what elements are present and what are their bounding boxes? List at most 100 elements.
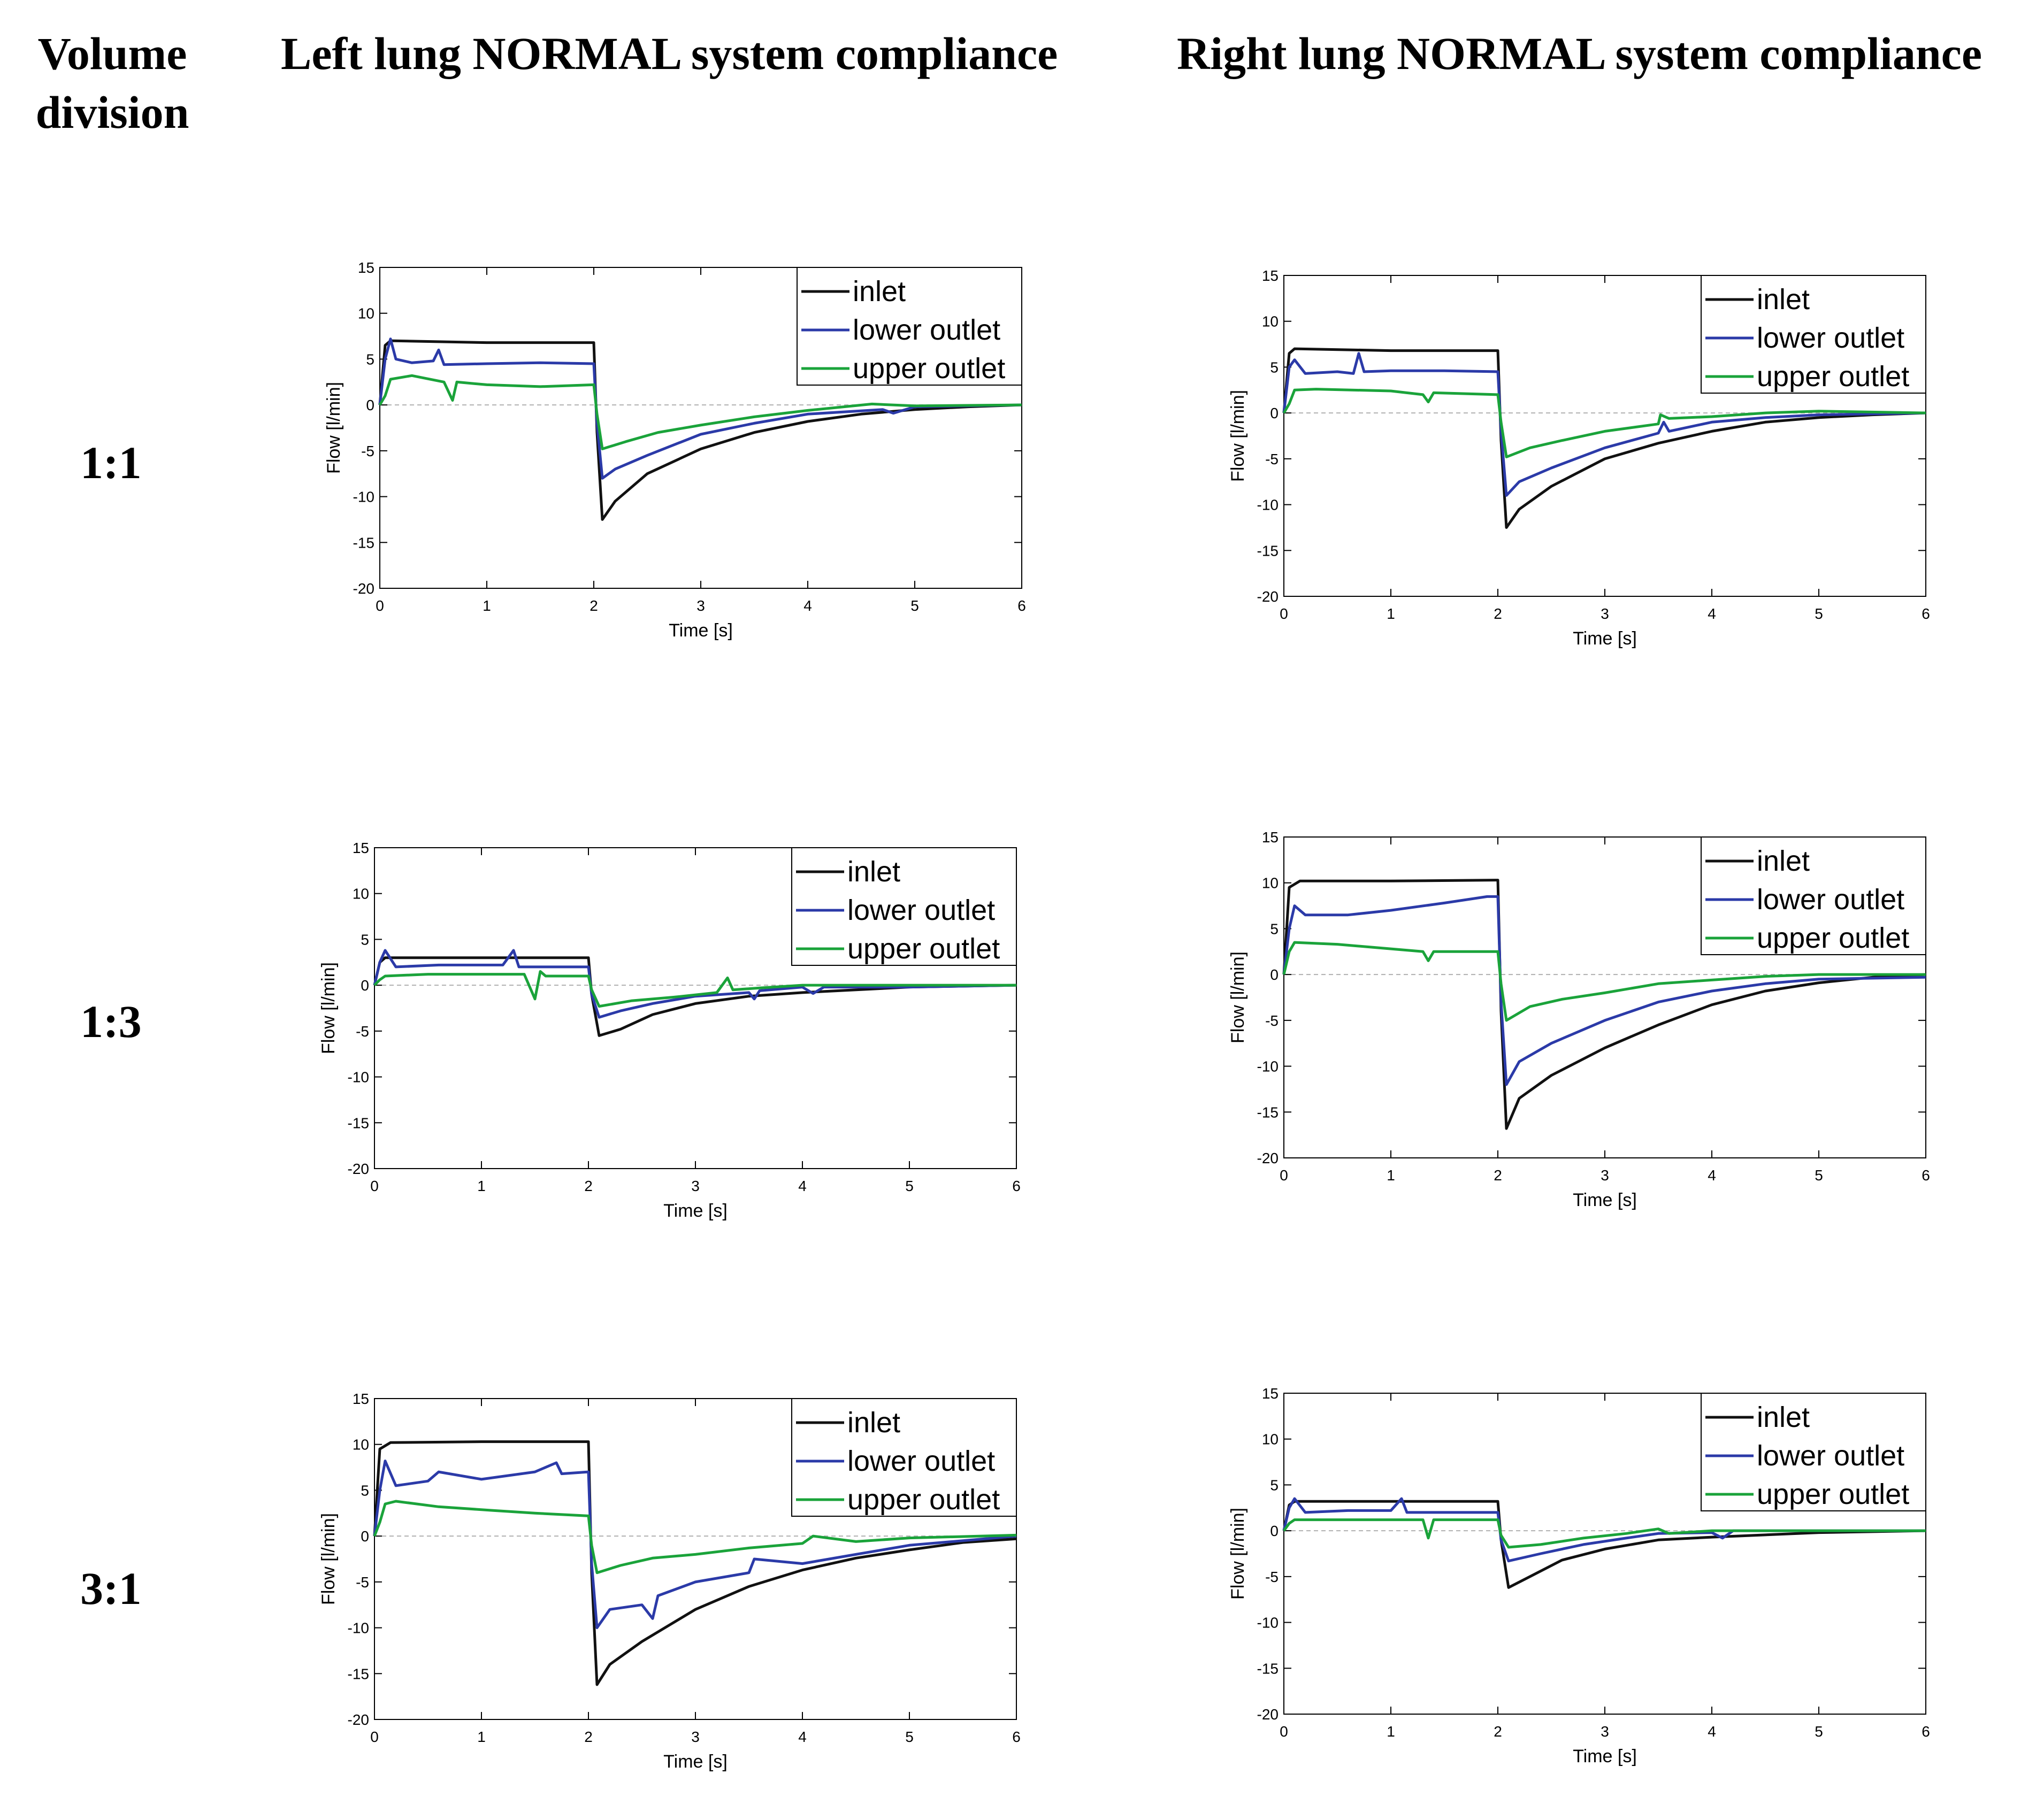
series-line-upper-outlet	[373, 970, 1016, 1008]
y-tick-label: 15	[353, 1391, 369, 1407]
x-tick-label: 1	[1387, 605, 1395, 622]
x-tick-label: 1	[483, 597, 491, 614]
series-line-upper-outlet	[378, 374, 1022, 450]
x-tick-label: 2	[1494, 1167, 1502, 1184]
x-tick-label: 1	[477, 1178, 486, 1194]
y-tick-label: -20	[1257, 588, 1279, 605]
x-tick-label: 4	[1708, 1723, 1716, 1740]
header-left-lung: Left lung NORMAL system compliance	[281, 28, 1058, 79]
legend-box	[797, 267, 1022, 386]
x-tick-label: 6	[1922, 605, 1930, 622]
y-tick-label: -5	[356, 1574, 369, 1591]
legend-label: lower outlet	[1757, 1440, 1904, 1472]
series-line-inlet	[373, 1440, 1017, 1686]
x-tick-label: 5	[905, 1178, 914, 1194]
legend-box	[1701, 275, 1926, 394]
x-tick-label: 4	[798, 1729, 807, 1745]
row-label-1-1: 1:1	[80, 437, 142, 488]
y-tick-label: -10	[1257, 497, 1279, 513]
x-tick-label: 0	[376, 597, 384, 614]
y-tick-label: -20	[1257, 1706, 1279, 1723]
y-tick-label: 10	[353, 886, 369, 902]
x-tick-label: 0	[1280, 1167, 1288, 1184]
y-tick-label: 10	[1262, 875, 1279, 892]
x-tick-label: 2	[584, 1178, 593, 1194]
y-tick-label: -5	[1265, 1569, 1279, 1585]
legend-label: upper outlet	[1757, 1478, 1909, 1510]
series-line-inlet	[1282, 879, 1926, 1130]
x-tick-label: 3	[1601, 605, 1609, 622]
x-axis-label: Time [s]	[1573, 628, 1637, 649]
series-line-upper-outlet	[1282, 941, 1926, 1022]
y-tick-label: 10	[1262, 1431, 1279, 1448]
x-tick-label: 2	[1494, 605, 1502, 622]
row-label-3-1: 3:1	[80, 1563, 142, 1614]
x-axis-label: Time [s]	[1573, 1190, 1637, 1210]
y-tick-label: -5	[361, 443, 374, 459]
y-tick-label: -15	[348, 1115, 369, 1131]
y-axis-label: Flow [l/min]	[1228, 951, 1248, 1043]
header-volume-line1: Volume	[37, 28, 187, 79]
x-tick-label: 0	[370, 1178, 379, 1194]
legend-label: lower outlet	[1757, 322, 1904, 354]
series-line-inlet	[1282, 1500, 1926, 1589]
y-tick-label: 0	[1270, 1523, 1279, 1539]
y-tick-label: -20	[348, 1711, 369, 1728]
y-tick-label: 10	[353, 1437, 369, 1453]
x-tick-label: 6	[1922, 1723, 1930, 1740]
y-axis-label: Flow [l/min]	[1228, 390, 1248, 482]
y-tick-label: 10	[1262, 313, 1279, 330]
y-tick-label: 5	[366, 351, 374, 367]
y-tick-label: -20	[1257, 1150, 1279, 1166]
y-tick-label: 0	[1270, 405, 1279, 421]
legend-label: upper outlet	[1757, 360, 1909, 393]
y-tick-label: -10	[348, 1620, 369, 1637]
x-tick-label: 0	[370, 1729, 379, 1745]
y-tick-label: -10	[348, 1069, 369, 1086]
header-volume-division: Volume division	[29, 24, 195, 142]
x-tick-label: 5	[1815, 1723, 1823, 1740]
header-volume-line2: division	[35, 87, 189, 138]
y-tick-label: 5	[1270, 1477, 1279, 1493]
y-tick-label: -15	[1257, 1104, 1279, 1120]
x-axis-label: Time [s]	[669, 620, 733, 641]
series-line-lower-outlet	[373, 949, 1017, 1019]
x-tick-label: 0	[1280, 605, 1288, 622]
series-line-lower-outlet	[373, 1460, 1017, 1630]
y-tick-label: -10	[1257, 1615, 1279, 1631]
y-axis-label: Flow [l/min]	[324, 382, 344, 474]
header-right-lung: Right lung NORMAL system compliance	[1177, 28, 1982, 79]
series-line-upper-outlet	[1282, 388, 1926, 458]
x-tick-label: 5	[1815, 605, 1823, 622]
x-tick-label: 1	[1387, 1723, 1395, 1740]
x-tick-label: 1	[1387, 1167, 1395, 1184]
x-tick-label: 5	[905, 1729, 914, 1745]
y-tick-label: 0	[361, 977, 369, 994]
x-tick-label: 2	[584, 1729, 593, 1745]
y-tick-label: 5	[361, 1482, 369, 1499]
legend-label: upper outlet	[847, 933, 1000, 965]
series-line-lower-outlet	[1282, 895, 1926, 1086]
legend-label: upper outlet	[847, 1484, 1000, 1516]
x-tick-label: 4	[1708, 1167, 1716, 1184]
x-tick-label: 0	[1280, 1723, 1288, 1740]
y-tick-label: 15	[1262, 829, 1279, 846]
legend-box	[791, 1398, 1017, 1517]
x-tick-label: 3	[1601, 1167, 1609, 1184]
y-tick-label: -15	[353, 534, 374, 551]
x-tick-label: 3	[696, 597, 705, 614]
y-tick-label: -10	[1257, 1058, 1279, 1075]
legend-box	[1701, 1393, 1926, 1511]
row-label-1-3: 1:3	[80, 996, 142, 1047]
y-tick-label: 5	[1270, 359, 1279, 375]
series-line-inlet	[373, 956, 1017, 1037]
x-tick-label: 4	[803, 597, 812, 614]
x-tick-label: 2	[1494, 1723, 1502, 1740]
x-tick-label: 6	[1012, 1729, 1021, 1745]
x-tick-label: 6	[1017, 597, 1026, 614]
